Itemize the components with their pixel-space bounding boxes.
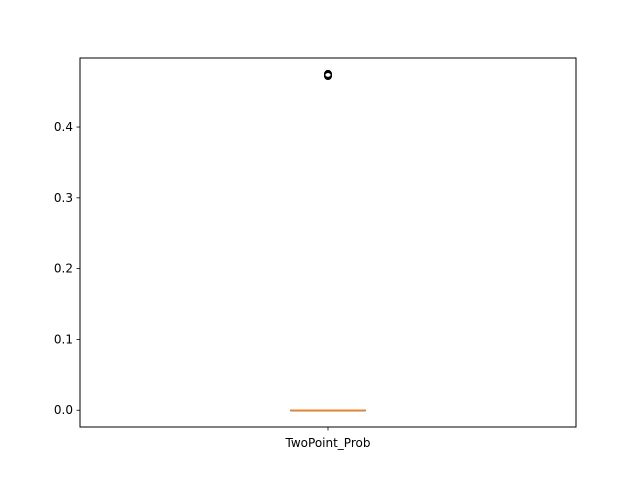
y-tick-label: 0.0 bbox=[54, 403, 73, 417]
box-series bbox=[290, 69, 366, 412]
x-tick-label: TwoPoint_Prob bbox=[285, 436, 371, 450]
outlier-point bbox=[324, 72, 332, 81]
plot-area bbox=[80, 58, 576, 427]
y-axis: 0.0 0.1 0.2 0.3 0.4 bbox=[54, 120, 80, 417]
x-axis: TwoPoint_Prob bbox=[285, 427, 371, 450]
plot-frame bbox=[79, 57, 577, 428]
y-tick-label: 0.2 bbox=[54, 262, 73, 276]
outlier-point bbox=[324, 69, 332, 78]
y-tick-label: 0.4 bbox=[54, 120, 73, 134]
y-tick-label: 0.1 bbox=[54, 332, 73, 346]
box-group bbox=[290, 69, 366, 412]
y-tick-label: 0.3 bbox=[54, 191, 73, 205]
